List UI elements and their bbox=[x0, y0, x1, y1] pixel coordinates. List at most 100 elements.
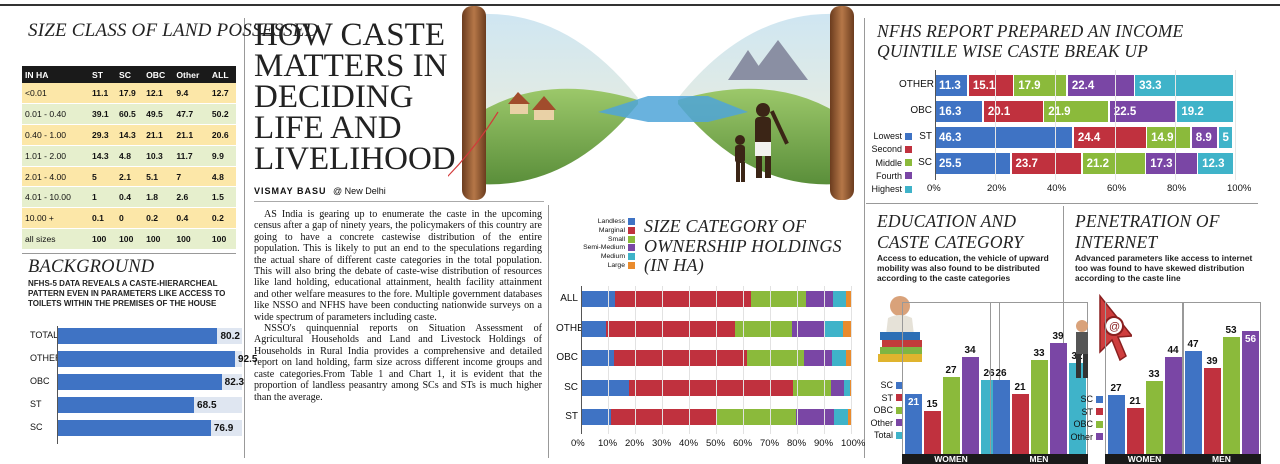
vertical-bar bbox=[1223, 337, 1240, 454]
group-box bbox=[902, 302, 1000, 454]
legend-item: Lowest bbox=[868, 131, 912, 141]
bar-category-label: ST bbox=[919, 131, 932, 142]
stacked-segment: 14.9 bbox=[1147, 127, 1191, 148]
x-tick-label: 50% bbox=[706, 438, 726, 449]
table-row-label: 2.01 - 4.00 bbox=[22, 166, 89, 188]
headline-line: HOW CASTE bbox=[254, 17, 445, 53]
bar-value: 56 bbox=[1244, 333, 1257, 345]
vertical-bar bbox=[1146, 381, 1163, 454]
stacked-segment bbox=[834, 409, 848, 425]
gridline bbox=[1175, 70, 1176, 180]
legend-label: SC bbox=[880, 380, 893, 390]
legend-label: Second bbox=[871, 144, 902, 155]
stacked-segment bbox=[823, 320, 843, 337]
bar-category-label: OTHER bbox=[556, 322, 591, 334]
stacked-segment bbox=[847, 409, 851, 425]
byline-rule bbox=[254, 201, 544, 202]
legend-swatch bbox=[905, 145, 912, 153]
top-rule bbox=[0, 4, 1280, 6]
table-cell: 1 bbox=[88, 186, 117, 209]
education-title: EDUCATION AND CASTE CATEGORY bbox=[877, 211, 1024, 252]
gridline bbox=[824, 286, 825, 434]
stacked-segment bbox=[845, 350, 851, 366]
stacked-segment: 15.1 bbox=[968, 75, 1013, 96]
byline: VISMAY BASU @ New Delhi bbox=[254, 186, 386, 196]
gridline bbox=[743, 286, 744, 434]
x-tick-label: 20% bbox=[625, 438, 645, 449]
gridline bbox=[1235, 70, 1236, 180]
bar bbox=[57, 420, 211, 436]
table-row-label: 1.01 - 2.00 bbox=[22, 145, 89, 167]
bar-category-label: OTHER bbox=[30, 353, 62, 363]
x-tick-label: 0% bbox=[927, 183, 941, 194]
bar-value: 33 bbox=[1033, 347, 1045, 359]
stacked-segment bbox=[806, 291, 834, 307]
bar-value: 27 bbox=[1110, 382, 1122, 394]
table-row: all sizes 100 100 100 100 100 bbox=[22, 228, 236, 250]
table-cell: 0.2 bbox=[143, 207, 174, 230]
headline-line: LIFE AND bbox=[254, 110, 402, 146]
table-cell: 100 bbox=[208, 228, 236, 250]
table-cell: 2.1 bbox=[116, 166, 144, 188]
legend-item: Second bbox=[868, 144, 912, 154]
table-cell: 11.7 bbox=[173, 145, 209, 167]
table-cell: 5.1 bbox=[143, 166, 174, 188]
group-label-bg bbox=[1105, 454, 1184, 464]
gridline bbox=[995, 70, 996, 180]
table-cell: 4.8 bbox=[116, 145, 144, 167]
bar-value: 26 bbox=[983, 367, 995, 379]
landscape-left bbox=[466, 88, 638, 185]
table-cell: 100 bbox=[173, 228, 209, 250]
legend-swatch bbox=[628, 235, 635, 243]
mountains bbox=[728, 40, 808, 80]
internet-title: PENETRATION OF INTERNET bbox=[1075, 211, 1220, 252]
bar-category-label: OBC bbox=[910, 105, 932, 116]
legend-swatch bbox=[628, 253, 635, 261]
hourglass-frame-left bbox=[462, 6, 486, 200]
x-tick-label: 90% bbox=[814, 438, 834, 449]
vertical-bar bbox=[1108, 394, 1125, 454]
stacked-segment bbox=[629, 379, 793, 396]
income-chart-title: NFHS REPORT PREPARED AN INCOME QUINTILE … bbox=[877, 21, 1184, 61]
bar-value: 53 bbox=[1225, 325, 1237, 337]
legend-item: Other bbox=[1060, 432, 1103, 442]
legend-swatch bbox=[905, 185, 912, 193]
axis-line bbox=[935, 70, 936, 180]
table-cell: 50.2 bbox=[208, 103, 236, 126]
stacked-segment bbox=[610, 409, 717, 425]
stacked-segment bbox=[844, 379, 850, 396]
bar-category-label: OBC bbox=[30, 376, 50, 386]
x-tick-label: 0% bbox=[571, 438, 585, 449]
table-cell: 21.1 bbox=[173, 124, 209, 146]
stacked-segment bbox=[750, 291, 807, 307]
stacked-segment bbox=[842, 320, 851, 337]
stacked-segment: 33.3 bbox=[1135, 75, 1234, 96]
bar bbox=[57, 328, 218, 344]
bar-value: 27 bbox=[945, 365, 957, 377]
stacked-segment bbox=[581, 320, 607, 337]
education-subtitle: Access to education, the vehicle of upwa… bbox=[877, 253, 1049, 283]
legend-swatch bbox=[896, 419, 903, 426]
legend-swatch bbox=[1096, 420, 1103, 428]
vertical-bar bbox=[943, 377, 960, 454]
axis-line bbox=[57, 326, 58, 444]
column-divider bbox=[1063, 206, 1064, 458]
table-row-label: all sizes bbox=[22, 228, 89, 250]
vertical-bar bbox=[1204, 368, 1221, 454]
legend-swatch bbox=[628, 218, 635, 225]
table-cell: 0.1 bbox=[88, 207, 117, 230]
legend-label: Fourth bbox=[875, 170, 902, 181]
x-tick-label: 80% bbox=[1167, 183, 1187, 194]
stacked-segment: 46.3 bbox=[935, 127, 1073, 148]
gridline bbox=[1115, 70, 1116, 180]
stacked-segment bbox=[833, 291, 847, 307]
legend-item: ST bbox=[862, 393, 903, 403]
bar-category-label: ALL bbox=[560, 293, 578, 304]
group-label: WOMEN bbox=[934, 454, 968, 464]
legend-swatch bbox=[1096, 395, 1103, 403]
stacked-segment: 19.2 bbox=[1177, 101, 1234, 122]
bar-value: 21 bbox=[907, 397, 920, 409]
bar bbox=[57, 374, 222, 390]
article-body: AS India is gearing up to enumerate the … bbox=[254, 209, 542, 403]
bar-value: 21 bbox=[1129, 395, 1141, 407]
